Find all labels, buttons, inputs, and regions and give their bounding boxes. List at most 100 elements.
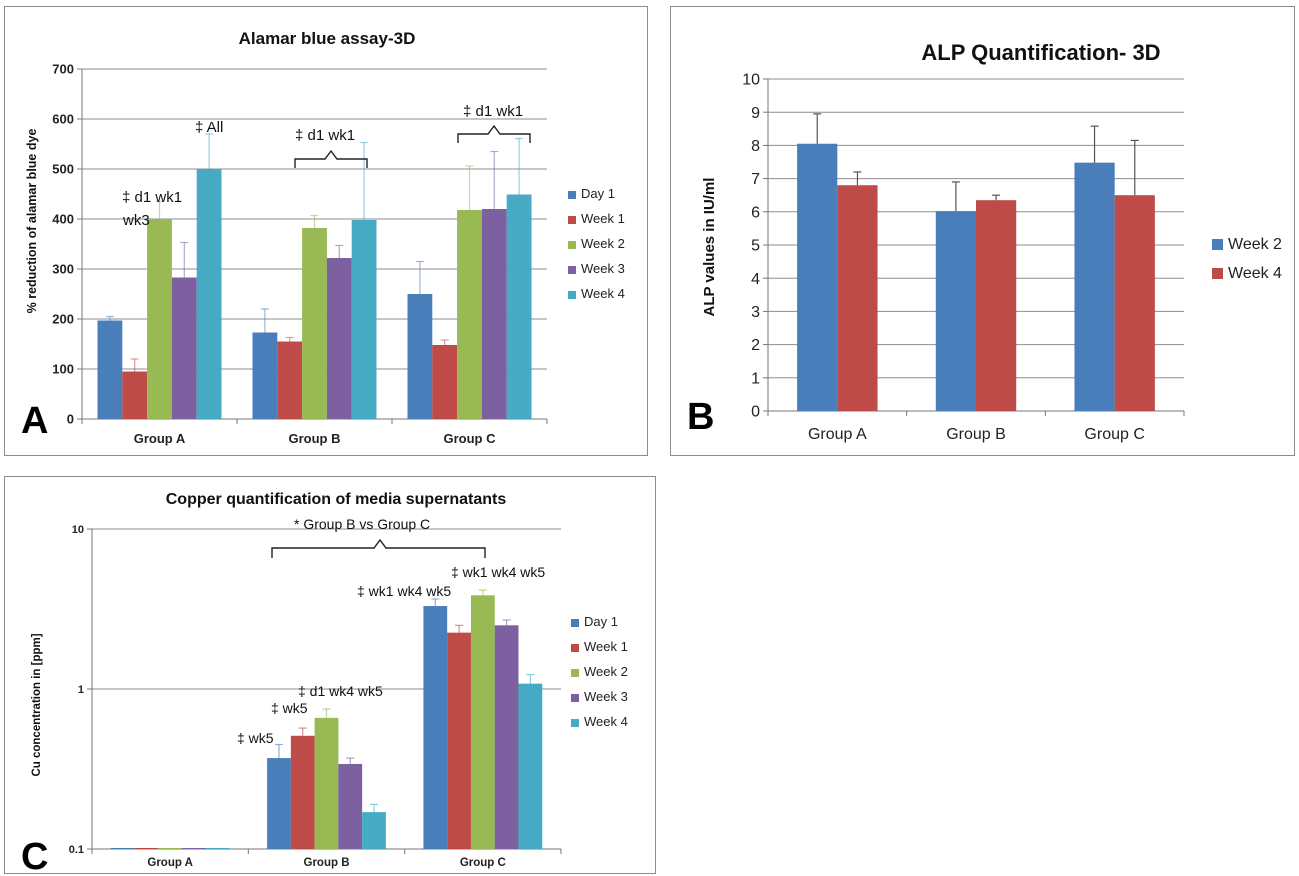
legend-swatch	[568, 266, 576, 274]
y-tick-label: 400	[52, 212, 74, 227]
y-tick-label: 8	[751, 138, 760, 155]
y-tick-label: 0.1	[69, 844, 84, 856]
chart-a-ylabel: % reduction of alamar blue dye	[25, 129, 39, 314]
annotation-c-6: ‡ wk1 wk4 wk5	[451, 564, 545, 580]
annotation-a-4: ‡ d1 wk1	[295, 127, 355, 144]
y-tick-label: 0	[751, 404, 760, 421]
legend-label: Week 3	[584, 689, 628, 704]
bar	[494, 625, 519, 849]
annotation-c-3: ‡ wk5	[271, 700, 308, 716]
y-tick-label: 1	[78, 684, 84, 696]
y-tick-label: 7	[751, 171, 760, 188]
annotation-c-1: * Group B vs Group C	[294, 516, 430, 532]
chart-c-title: Copper quantification of media supernata…	[166, 491, 507, 508]
legend-label: Week 2	[581, 236, 625, 251]
annotation-c-5: ‡ wk1 wk4 wk5	[357, 583, 451, 599]
legend-swatch	[568, 191, 576, 199]
legend-label: Day 1	[581, 186, 615, 201]
bar	[351, 220, 377, 419]
bar	[362, 812, 386, 849]
bar	[252, 332, 278, 419]
bar	[147, 219, 172, 419]
y-tick-label: 300	[52, 262, 74, 277]
bar	[326, 258, 352, 419]
chart-a: Alamar blue assay-3D % reduction of alam…	[21, 29, 625, 446]
annotation-a-3: ‡ All	[195, 119, 223, 136]
bar	[481, 209, 507, 419]
legend-swatch	[571, 719, 579, 727]
bar	[423, 606, 448, 849]
bar	[1074, 162, 1115, 411]
y-tick-label: 500	[52, 162, 74, 177]
bar	[110, 848, 135, 849]
bar	[314, 717, 339, 849]
y-tick-label: 5	[751, 238, 760, 255]
x-tick-label: Group B	[289, 431, 341, 446]
x-tick-label: Group C	[444, 431, 497, 446]
chart-a-title: Alamar blue assay-3D	[239, 29, 416, 48]
bar	[302, 228, 327, 419]
bar	[277, 341, 303, 419]
legend-swatch	[571, 619, 579, 627]
bar	[432, 345, 458, 419]
y-tick-label: 200	[52, 312, 74, 327]
y-tick-label: 6	[751, 204, 760, 221]
panel-a: Alamar blue assay-3D % reduction of alam…	[4, 6, 648, 456]
panel-letter-b: B	[687, 396, 714, 438]
bar	[407, 294, 433, 419]
y-tick-label: 10	[72, 524, 84, 536]
bar	[338, 763, 363, 849]
bar	[506, 194, 532, 419]
legend-swatch	[568, 241, 576, 249]
y-tick-label: 1	[751, 370, 760, 387]
x-tick-label: Group C	[1084, 426, 1144, 443]
y-tick-label: 10	[742, 72, 760, 89]
x-tick-label: Group B	[946, 426, 1006, 443]
chart-b: ALP Quantification- 3D ALP values in IU/…	[687, 40, 1282, 443]
bar	[290, 735, 315, 849]
legend-label: Week 4	[584, 714, 628, 729]
y-tick-label: 2	[751, 337, 760, 354]
y-tick-label: 4	[751, 271, 760, 288]
annotation-c-2: ‡ wk5	[237, 730, 274, 746]
bar	[470, 595, 495, 849]
y-tick-label: 9	[751, 105, 760, 122]
bar	[935, 211, 976, 411]
bar	[447, 632, 471, 849]
bar	[267, 758, 291, 849]
legend-label: Week 4	[581, 286, 625, 301]
legend-label: Week 2	[584, 664, 628, 679]
annotation-a-2: wk3	[122, 212, 150, 229]
y-tick-label: 700	[52, 62, 74, 77]
legend-swatch	[568, 216, 576, 224]
annotation-a-5: ‡ d1 wk1	[463, 103, 523, 120]
y-tick-label: 3	[751, 304, 760, 321]
chart-b-ylabel: ALP values in IU/ml	[701, 178, 718, 317]
bar	[171, 277, 197, 419]
y-tick-label: 100	[52, 362, 74, 377]
x-tick-label: Group A	[134, 431, 186, 446]
panel-letter-c: C	[21, 836, 48, 876]
y-tick-label: 600	[52, 112, 74, 127]
legend-label: Week 3	[581, 261, 625, 276]
annotation-c-4: ‡ d1 wk4 wk5	[298, 683, 383, 699]
bar	[797, 143, 838, 412]
chart-c-ylabel: Cu concentration in [ppm]	[31, 633, 43, 776]
bar	[134, 848, 159, 849]
bar	[205, 848, 230, 849]
bar	[182, 848, 206, 849]
bar	[457, 210, 482, 419]
legend-label: Week 1	[581, 211, 625, 226]
legend-label: Week 1	[584, 639, 628, 654]
legend-swatch	[571, 694, 579, 702]
panel-letter-a: A	[21, 400, 48, 442]
legend-label: Week 4	[1228, 265, 1282, 282]
bar	[158, 848, 183, 849]
legend-swatch	[568, 291, 576, 299]
bar	[976, 200, 1017, 411]
annotation-a-1: ‡ d1 wk1	[122, 189, 182, 206]
y-tick-label: 0	[67, 412, 74, 427]
bracket-a-group-c	[457, 124, 531, 143]
x-tick-label: Group B	[304, 857, 350, 869]
panel-b: ALP Quantification- 3D ALP values in IU/…	[670, 6, 1295, 456]
